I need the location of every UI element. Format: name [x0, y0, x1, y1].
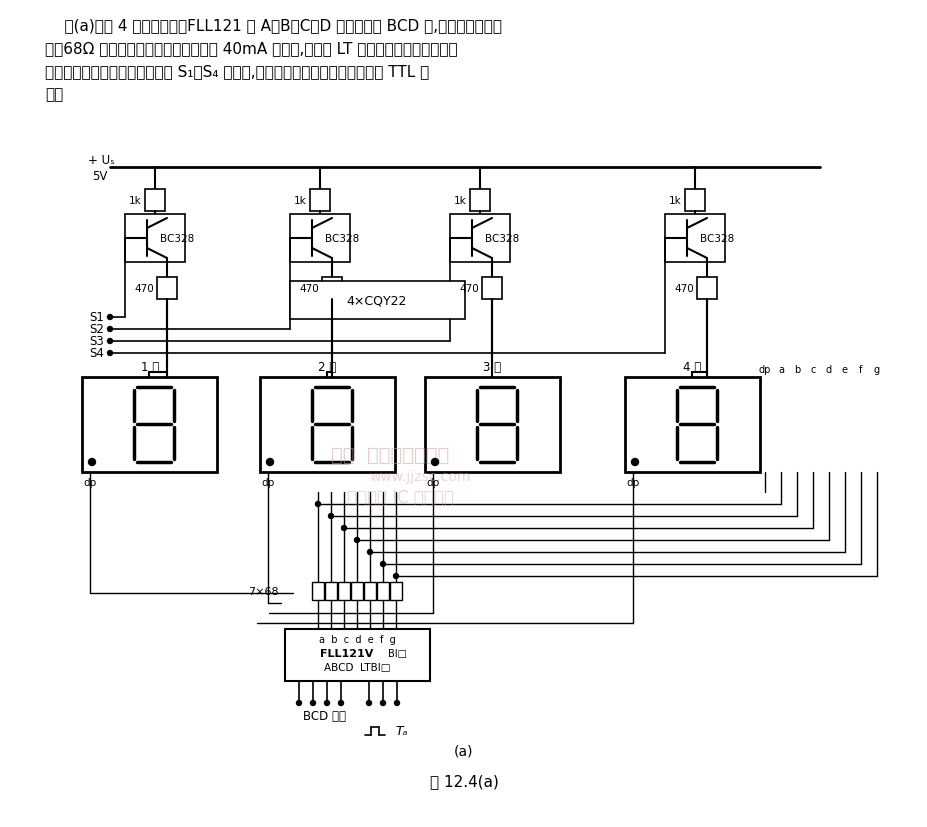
Bar [311, 582, 324, 600]
Bar [350, 582, 362, 600]
Text: 2 位: 2 位 [318, 361, 336, 374]
Text: 1k: 1k [129, 196, 142, 206]
Text: BC328: BC328 [485, 234, 519, 244]
Text: FLL121V: FLL121V [320, 648, 374, 658]
Circle shape [393, 574, 398, 579]
Circle shape [328, 514, 333, 519]
Text: BCD 输入: BCD 输入 [303, 710, 346, 723]
Text: www.jjzsc.com: www.jjzsc.com [369, 470, 470, 484]
Text: 470: 470 [459, 284, 478, 294]
Text: c: c [809, 365, 815, 375]
Text: (a): (a) [453, 744, 474, 758]
Bar [337, 582, 349, 600]
Circle shape [380, 700, 385, 705]
Circle shape [431, 459, 438, 466]
Bar [322, 278, 342, 299]
Text: dp: dp [758, 365, 770, 375]
Bar [145, 189, 165, 212]
Bar [285, 629, 429, 681]
Text: S1: S1 [89, 311, 104, 324]
Bar [469, 189, 489, 212]
Circle shape [354, 538, 359, 543]
Text: 全球最大 IC 采购网站: 全球最大 IC 采购网站 [346, 489, 453, 506]
Text: 4 位: 4 位 [682, 361, 701, 374]
Bar [425, 378, 559, 472]
Bar [684, 189, 705, 212]
Bar [376, 582, 388, 600]
Circle shape [88, 459, 95, 466]
Text: 470: 470 [674, 284, 693, 294]
Text: 1k: 1k [453, 196, 466, 206]
Text: BC328: BC328 [324, 234, 359, 244]
Bar [289, 282, 464, 319]
Text: 1k: 1k [294, 196, 307, 206]
Text: S2: S2 [89, 323, 104, 336]
Text: 470: 470 [134, 284, 154, 294]
Text: dp: dp [626, 477, 639, 487]
Text: dp: dp [425, 477, 439, 487]
Circle shape [367, 550, 372, 555]
Circle shape [108, 327, 112, 332]
Text: d: d [825, 365, 832, 375]
Bar [289, 215, 349, 263]
Text: 470: 470 [298, 284, 319, 294]
Circle shape [315, 502, 320, 507]
Text: dp: dp [261, 477, 274, 487]
Text: S4: S4 [89, 347, 104, 360]
Text: BI□: BI□ [387, 648, 406, 658]
Text: 号。68Ω 电阻用于限制输出电流不超过 40mA 允许值,输入端 LT 处接的按键用于检查各段: 号。68Ω 电阻用于限制输出电流不超过 40mA 允许值,输入端 LT 处接的按… [44, 41, 457, 56]
Bar [363, 582, 375, 600]
Text: BC328: BC328 [159, 234, 194, 244]
Text: 1 位: 1 位 [141, 361, 159, 374]
Circle shape [266, 459, 273, 466]
Text: 4×CQY22: 4×CQY22 [347, 294, 407, 307]
Circle shape [630, 459, 638, 466]
Bar [324, 582, 337, 600]
Text: 3 位: 3 位 [482, 361, 501, 374]
Circle shape [324, 700, 329, 705]
Text: f: f [858, 365, 862, 375]
Text: a: a [777, 365, 783, 375]
Circle shape [108, 351, 112, 356]
Circle shape [108, 315, 112, 320]
Text: 5V: 5V [92, 170, 108, 182]
Bar [696, 278, 717, 299]
Circle shape [311, 700, 315, 705]
Text: S3: S3 [89, 335, 104, 348]
Bar [260, 378, 395, 472]
Text: Tₐ: Tₐ [395, 724, 407, 738]
Bar [157, 278, 177, 299]
Bar [310, 189, 330, 212]
Circle shape [341, 526, 346, 531]
Text: 显示的正常与否。位选择信号由 S₁～S₄ 端输入,它可以直接控制集电极开路的各 TTL 电: 显示的正常与否。位选择信号由 S₁～S₄ 端输入,它可以直接控制集电极开路的各 … [44, 64, 429, 79]
Bar [125, 215, 184, 263]
Text: 7×68: 7×68 [248, 586, 279, 596]
Circle shape [297, 700, 301, 705]
Text: 路。: 路。 [44, 87, 63, 102]
Bar [450, 215, 510, 263]
Text: dp: dp [83, 477, 96, 487]
Bar [624, 378, 759, 472]
Text: a  b  c  d  e  f  g: a b c d e f g [318, 634, 395, 644]
Bar [665, 215, 724, 263]
Text: 图 12.4(a): 图 12.4(a) [429, 773, 498, 789]
Text: BC328: BC328 [699, 234, 733, 244]
Bar [389, 582, 401, 600]
Text: b: b [793, 365, 799, 375]
Bar [82, 378, 217, 472]
Text: 图(a)示出 4 位显示单元。FLL121 的 A、B、C、D 输入端输入 BCD 码,输出七段译码信: 图(a)示出 4 位显示单元。FLL121 的 A、B、C、D 输入端输入 BC… [44, 18, 502, 33]
Circle shape [394, 700, 399, 705]
Text: e: e [841, 365, 847, 375]
Circle shape [380, 562, 385, 566]
Text: ABCD  LTBI□: ABCD LTBI□ [324, 662, 390, 672]
Bar [481, 278, 502, 299]
Text: 1k: 1k [668, 196, 681, 206]
Circle shape [366, 700, 371, 705]
Circle shape [108, 339, 112, 344]
Text: + Uₛ: + Uₛ [88, 153, 114, 166]
Text: g: g [873, 365, 879, 375]
Circle shape [338, 700, 343, 705]
Text: 杭州  维库电子市场网: 杭州 维库电子市场网 [331, 445, 449, 464]
